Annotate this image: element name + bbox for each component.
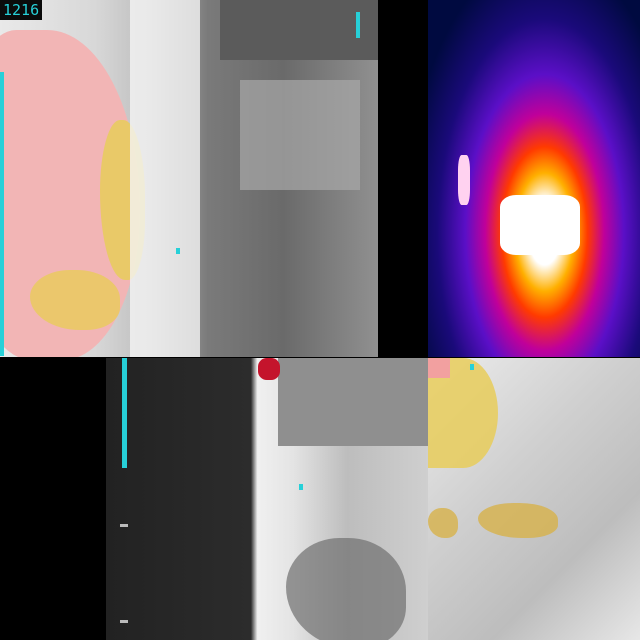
thermal-tile-top-left[interactable]: 1216 [0, 0, 378, 357]
crosshair-marker [176, 248, 180, 254]
corner-marker [356, 12, 360, 38]
floor-shadow-region [286, 538, 406, 640]
building-wall-region [220, 0, 378, 60]
scale-tick [120, 620, 128, 623]
fire-warm-region [428, 508, 458, 538]
hot-spot-region [258, 358, 280, 380]
crosshair-marker [299, 484, 303, 490]
scale-tick [120, 524, 128, 527]
hot-spike-region [458, 155, 470, 205]
building-wall-region [240, 80, 360, 190]
thermal-tile-top-right[interactable] [428, 0, 640, 357]
hot-core-region [500, 195, 580, 255]
fire-hot-region [428, 358, 450, 378]
ceiling-region [278, 358, 428, 446]
thermal-tile-bottom-left[interactable] [106, 358, 428, 640]
thermal-tile-bottom-right[interactable] [428, 358, 640, 640]
fire-warm-region [30, 270, 120, 330]
fire-warm-region [478, 503, 558, 538]
temperature-readout: 1216 [0, 0, 43, 20]
scale-bar [122, 358, 127, 468]
crosshair-marker [470, 364, 474, 370]
smoke-haze-region [130, 0, 200, 357]
scale-bar [0, 72, 4, 356]
